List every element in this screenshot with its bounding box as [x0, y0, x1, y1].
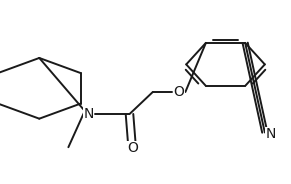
Text: N: N [265, 127, 276, 141]
Text: O: O [173, 85, 184, 99]
Text: O: O [127, 141, 138, 155]
Text: N: N [84, 107, 94, 121]
